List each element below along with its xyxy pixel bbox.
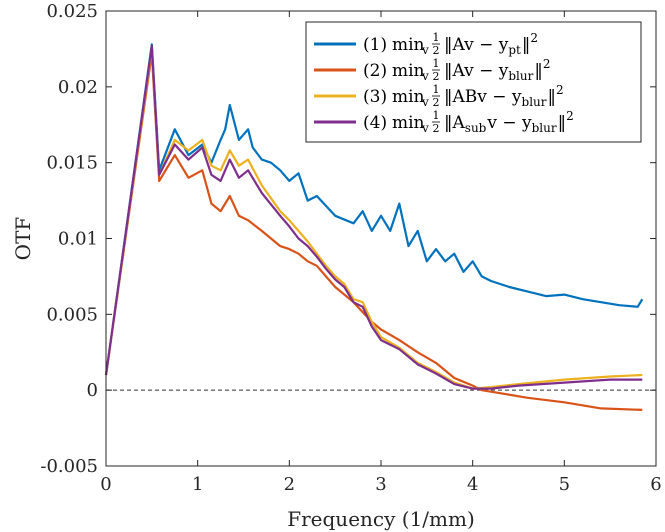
y-axis-label: OTF [11, 217, 35, 261]
legend-fraction-denominator: 2 [433, 122, 440, 135]
legend-norm-close: ‖ [534, 61, 543, 81]
legend-min-operator: min [392, 61, 425, 81]
y-tick-label: -0.005 [40, 456, 98, 477]
y-tick-label: 0.015 [46, 153, 98, 174]
legend-norm-mid: v − y [486, 113, 532, 133]
legend-a-subscript: sub [465, 121, 487, 135]
legend-min-operator: min [392, 87, 425, 107]
legend-power: 2 [530, 31, 538, 45]
x-tick-label: 1 [192, 474, 203, 495]
x-tick-label: 0 [100, 474, 111, 495]
legend-y-subscript: blur [508, 69, 533, 83]
legend-fraction-numerator: 1 [433, 57, 440, 70]
legend-min-subscript: v [421, 43, 429, 57]
legend-min-operator: min [392, 113, 425, 133]
legend-min-subscript: v [421, 95, 429, 109]
legend-min-subscript: v [421, 69, 429, 83]
legend-power: 2 [556, 83, 564, 97]
y-tick-label: 0.02 [58, 77, 98, 98]
x-tick-label: 6 [650, 474, 661, 495]
y-tick-label: 0 [87, 380, 98, 401]
legend-box [305, 21, 642, 143]
x-axis-label: Frequency (1/mm) [287, 507, 475, 531]
series-layer [104, 43, 644, 411]
legend-norm-open: ‖Av − y [444, 61, 509, 81]
x-tick-label: 4 [467, 474, 478, 495]
legend-norm-close: ‖ [522, 35, 531, 55]
legend-norm-close: ‖ [558, 113, 567, 133]
x-tick-label: 3 [375, 474, 386, 495]
legend-y-subscript: blur [522, 95, 547, 109]
legend-power: 2 [543, 57, 551, 71]
y-tick-label: 0.005 [46, 304, 98, 325]
series-line-1 [104, 43, 644, 376]
x-tick-label: 2 [284, 474, 295, 495]
legend-number: (3) [363, 87, 387, 107]
legend-fraction-numerator: 1 [433, 31, 440, 44]
legend-number: (4) [363, 113, 387, 133]
legend-number: (1) [363, 35, 387, 55]
legend-fraction-denominator: 2 [433, 44, 440, 57]
legend-fraction-numerator: 1 [433, 83, 440, 96]
y-tick-label: 0.025 [46, 1, 98, 22]
legend-norm-open: ‖ABv − y [444, 87, 522, 107]
legend-fraction-numerator: 1 [433, 109, 440, 122]
y-tick-label: 0.01 [58, 229, 98, 250]
series-line-4 [104, 44, 643, 390]
legend-norm-open: ‖A [444, 113, 466, 133]
legend-y-subscript: blur [532, 121, 557, 135]
x-tick-label: 5 [559, 474, 570, 495]
legend-norm-close: ‖ [548, 87, 557, 107]
legend-number: (2) [363, 61, 387, 81]
legend-fraction-denominator: 2 [433, 96, 440, 109]
legend-y-subscript: pt [508, 43, 521, 57]
legend-power: 2 [566, 109, 574, 123]
legend-fraction-denominator: 2 [433, 70, 440, 83]
legend-min-subscript: v [421, 121, 429, 135]
legend-min-operator: min [392, 35, 425, 55]
legend-norm-open: ‖Av − y [444, 35, 509, 55]
